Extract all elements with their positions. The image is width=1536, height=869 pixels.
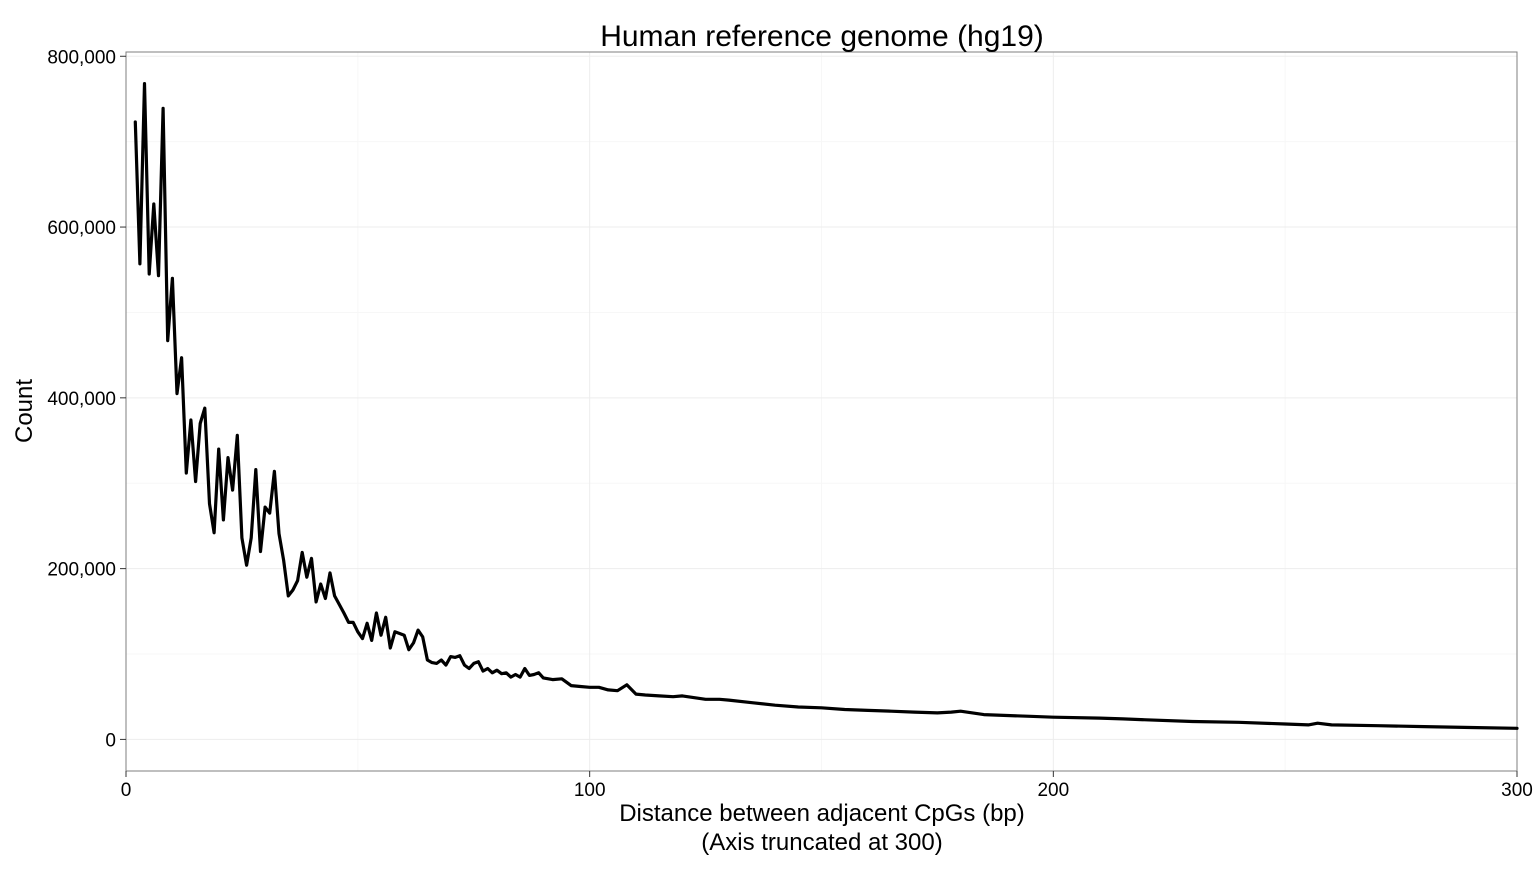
x-tick-label: 0 [121,780,132,801]
y-tick-label: 400,000 [47,389,116,410]
plot-panel-border [125,51,1518,772]
y-tick-label: 200,000 [47,560,116,581]
chart-title: Human reference genome (hg19) [600,20,1044,53]
x-tick-label: 100 [574,780,606,801]
y-axis-label: Count [11,379,38,443]
y-tick-label: 800,000 [47,47,116,68]
y-tick-label: 600,000 [47,218,116,239]
series-layer [133,81,1519,730]
x-tick-label: 300 [1501,780,1533,801]
y-tick-label: 0 [105,730,116,751]
x-tick-label: 200 [1037,780,1069,801]
axis-layer: 0 100 200 300 0 200,000 400,000 600,000 800,000 [47,47,1533,801]
x-axis-label-subtitle: (Axis truncated at 300) [701,829,942,856]
series-line-0 [133,81,1519,730]
x-axis-label: Distance between adjacent CpGs (bp) [619,800,1025,827]
